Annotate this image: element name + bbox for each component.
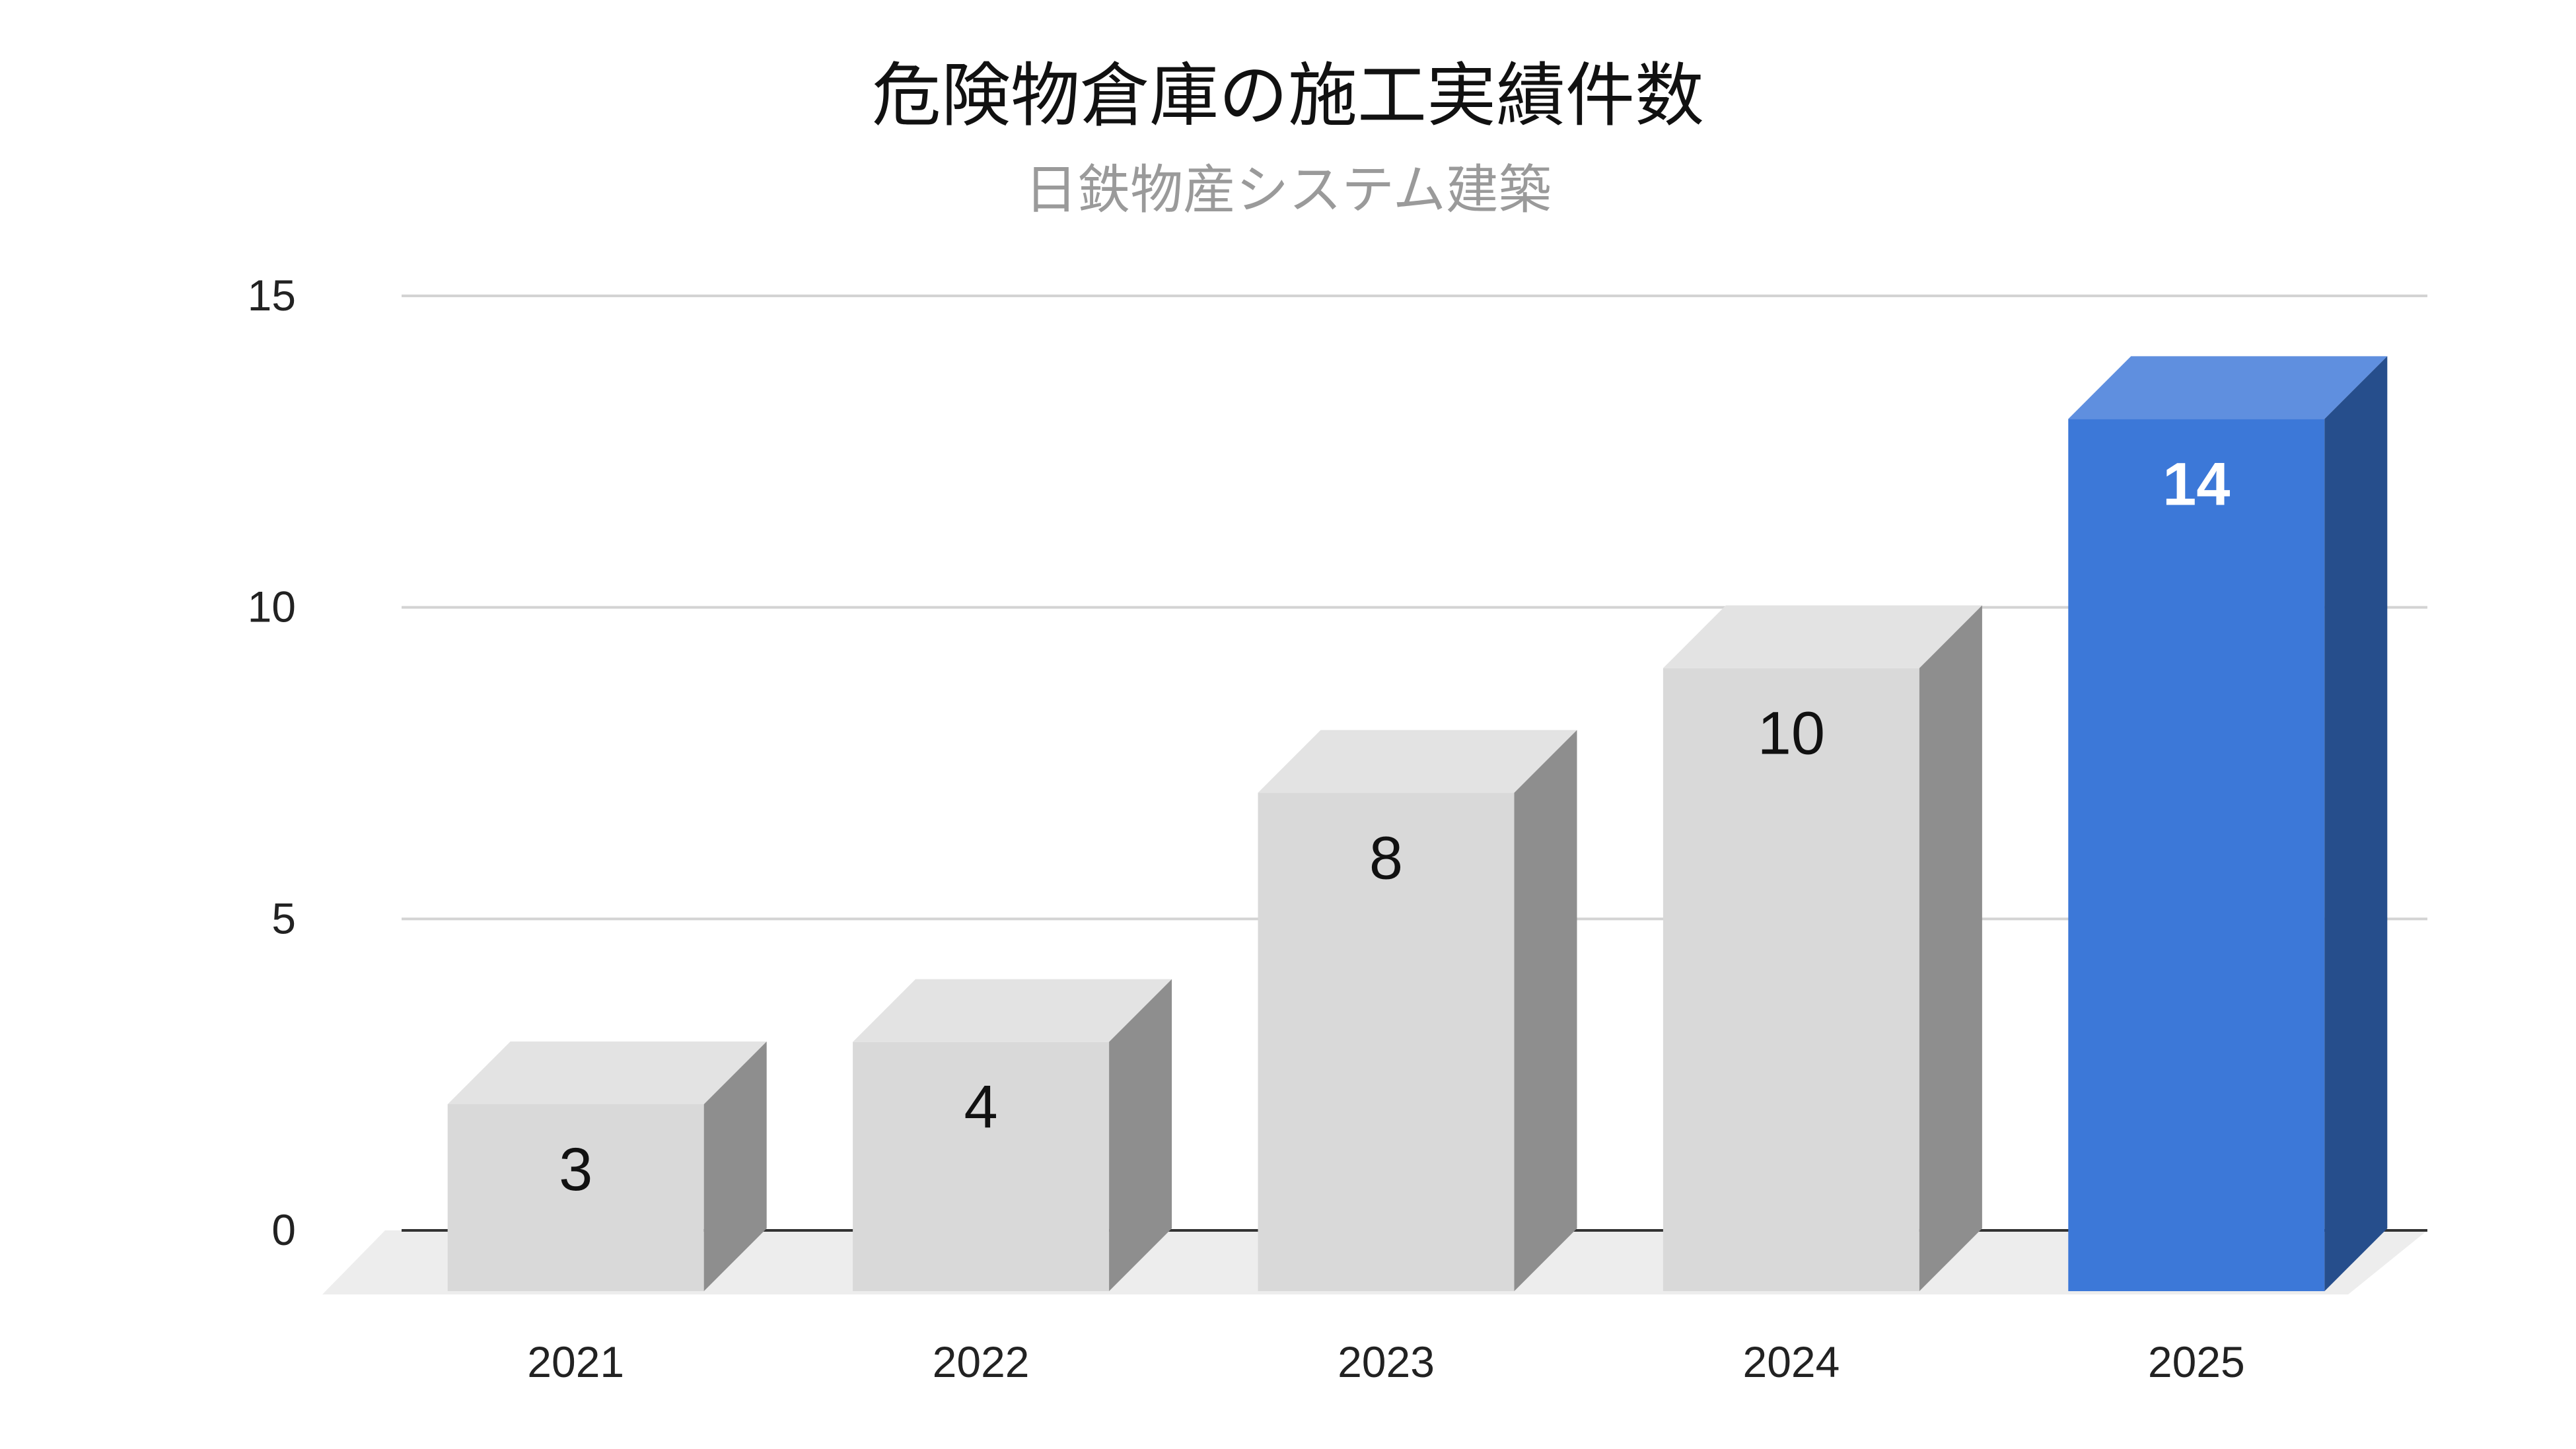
bar-front: [853, 1042, 1110, 1291]
y-tick-label: 0: [271, 1205, 296, 1254]
x-tick-label: 2024: [1742, 1337, 1840, 1386]
x-tick-label: 2022: [933, 1337, 1030, 1386]
bar-top: [1663, 605, 1982, 668]
x-tick-label: 2021: [527, 1337, 624, 1386]
bar-side: [1109, 979, 1172, 1291]
bar-top: [2068, 356, 2388, 419]
bar-side: [1919, 605, 1982, 1291]
bar-side: [703, 1042, 767, 1291]
data-label: 3: [559, 1136, 592, 1203]
data-label: 14: [2163, 450, 2230, 518]
chart-subtitle: 日鉄物産システム建築: [1024, 159, 1552, 221]
bar-top: [853, 979, 1172, 1042]
bar-side: [1514, 730, 1577, 1291]
y-tick-label: 10: [248, 583, 296, 631]
bar-top: [1258, 730, 1577, 793]
bar-front: [447, 1104, 704, 1291]
y-tick-label: 5: [271, 894, 296, 942]
bar-front: [1258, 793, 1515, 1291]
x-tick-label: 2025: [2148, 1337, 2245, 1386]
bar-front: [2068, 419, 2325, 1292]
x-tick-label: 2023: [1338, 1337, 1435, 1386]
y-tick-label: 15: [248, 271, 296, 320]
bar-top: [447, 1042, 767, 1104]
bar-side: [2324, 356, 2388, 1292]
data-label: 8: [1369, 824, 1403, 892]
data-label: 4: [964, 1074, 998, 1141]
data-label: 10: [1758, 700, 1825, 767]
chart-title: 危険物倉庫の施工実績件数: [871, 55, 1704, 136]
bar-front: [1663, 668, 1919, 1291]
